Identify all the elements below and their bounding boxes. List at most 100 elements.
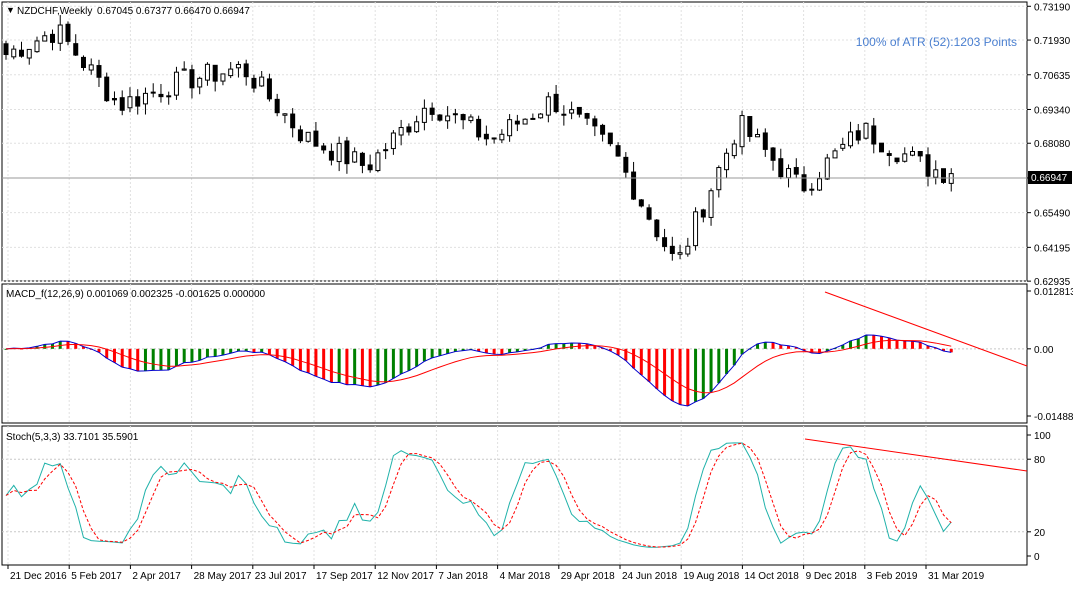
macd-bar	[430, 348, 434, 358]
macd-bar	[864, 335, 868, 349]
candle	[359, 151, 365, 174]
time-tick-label: 28 May 2017	[194, 571, 252, 582]
macd-line	[5, 334, 952, 407]
macd-bar	[376, 348, 380, 386]
macd-bar	[415, 348, 419, 367]
macd-bar	[849, 340, 853, 349]
time-tick-label: 21 Dec 2016	[10, 571, 67, 582]
candle	[778, 148, 784, 180]
time-tick-label: 23 Jul 2017	[255, 571, 307, 582]
stoch-tick-label: 0	[1034, 552, 1040, 563]
macd-bar	[244, 348, 248, 352]
candle	[88, 58, 94, 75]
candle	[429, 102, 435, 121]
candle	[700, 208, 706, 223]
macd-bar	[740, 348, 744, 355]
candle	[96, 59, 102, 87]
macd-bar	[639, 348, 643, 375]
macd-bar	[810, 348, 814, 354]
price-tick-label: 0.64195	[1034, 243, 1071, 254]
price-panel-frame	[1, 1, 1028, 282]
candle	[305, 131, 311, 143]
candle	[135, 89, 141, 115]
macd-bar	[779, 344, 783, 349]
macd-bar	[585, 343, 589, 349]
candle	[762, 128, 768, 157]
macd-bar	[593, 345, 597, 349]
candle	[584, 112, 590, 125]
macd-bar	[198, 348, 202, 361]
time-tick-label: 29 Apr 2018	[561, 571, 615, 582]
price-tick-label: 0.65490	[1034, 209, 1071, 220]
macd-tick-label: -0.014886	[1034, 412, 1073, 423]
macd-bar	[841, 344, 845, 349]
candle	[282, 113, 288, 124]
macd-bar	[717, 348, 721, 384]
candle	[445, 106, 451, 129]
macd-bar	[515, 348, 519, 352]
current-price-marker	[1028, 171, 1072, 184]
macd-bar	[562, 343, 566, 349]
candle	[11, 45, 17, 60]
candle	[26, 48, 32, 65]
macd-bar	[213, 348, 217, 357]
candle	[383, 143, 389, 160]
macd-bar	[260, 348, 264, 353]
macd-bar	[143, 348, 147, 371]
candle	[398, 119, 404, 146]
macd-bar	[236, 348, 240, 352]
candle	[809, 183, 815, 196]
macd-bar	[523, 348, 527, 351]
chart-triangle-icon[interactable]: ▼	[6, 5, 15, 15]
macd-bar	[453, 348, 457, 352]
macd-bar	[314, 348, 318, 377]
candle	[615, 142, 621, 157]
price-tick-label: 0.71930	[1034, 36, 1071, 47]
candle	[80, 55, 86, 71]
macd-bar	[508, 348, 512, 353]
macd-bar	[105, 348, 109, 359]
macd-bar	[128, 348, 132, 369]
candle	[3, 40, 9, 60]
price-tick-label: 0.69340	[1034, 105, 1071, 116]
macd-bar	[856, 338, 860, 349]
candle	[243, 59, 249, 86]
candle	[871, 117, 877, 154]
macd-bar	[732, 348, 736, 366]
macd-bar	[229, 348, 233, 354]
macd-bar	[182, 348, 186, 363]
candle	[476, 115, 482, 141]
macd-signal-line	[5, 339, 952, 394]
macd-bar	[174, 348, 178, 367]
time-tick-label: 4 Mar 2018	[500, 571, 551, 582]
candle	[34, 36, 40, 53]
candle	[119, 90, 125, 116]
macd-bar	[895, 340, 899, 349]
macd-bar	[686, 348, 690, 406]
candle	[251, 74, 257, 93]
time-tick-label: 31 Mar 2019	[928, 571, 985, 582]
candle	[545, 92, 551, 123]
candle	[367, 154, 373, 173]
macd-bar	[360, 348, 364, 386]
candle	[313, 121, 319, 147]
candle	[468, 114, 474, 124]
candle	[662, 228, 668, 252]
macd-bar	[306, 348, 310, 373]
candle	[437, 114, 443, 122]
price-axis: 0.731900.719300.706350.693400.680800.667…	[1027, 2, 1071, 288]
candle	[646, 204, 652, 221]
stoch-panel-frame	[1, 425, 1028, 566]
macd-bar	[694, 348, 698, 402]
stoch-tick-label: 100	[1034, 431, 1051, 442]
candle	[940, 168, 946, 184]
candle	[452, 108, 458, 124]
candle	[739, 110, 745, 155]
time-tick-label: 12 Nov 2017	[377, 571, 434, 582]
current-price-label: 0.66947	[1031, 173, 1068, 184]
candle	[747, 116, 753, 142]
candle	[166, 91, 172, 105]
candle	[344, 136, 350, 174]
macd-bar	[725, 348, 729, 374]
